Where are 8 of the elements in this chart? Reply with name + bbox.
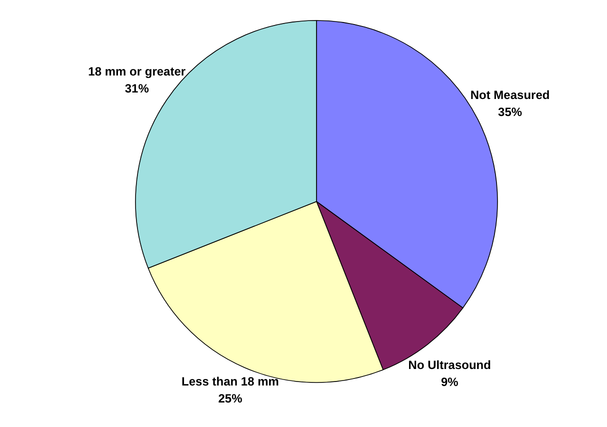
slice-label: 18 mm or greater [88, 64, 186, 78]
data-label: 25% [218, 392, 243, 406]
data-label: 31% [124, 81, 150, 96]
slice-label: Not Measured [470, 88, 550, 102]
data-label: 35% [498, 104, 522, 119]
data-label: 9% [440, 375, 459, 390]
slice-label: Less than 18 mm [182, 374, 279, 388]
slice-label: No Ultrasound [408, 358, 491, 372]
